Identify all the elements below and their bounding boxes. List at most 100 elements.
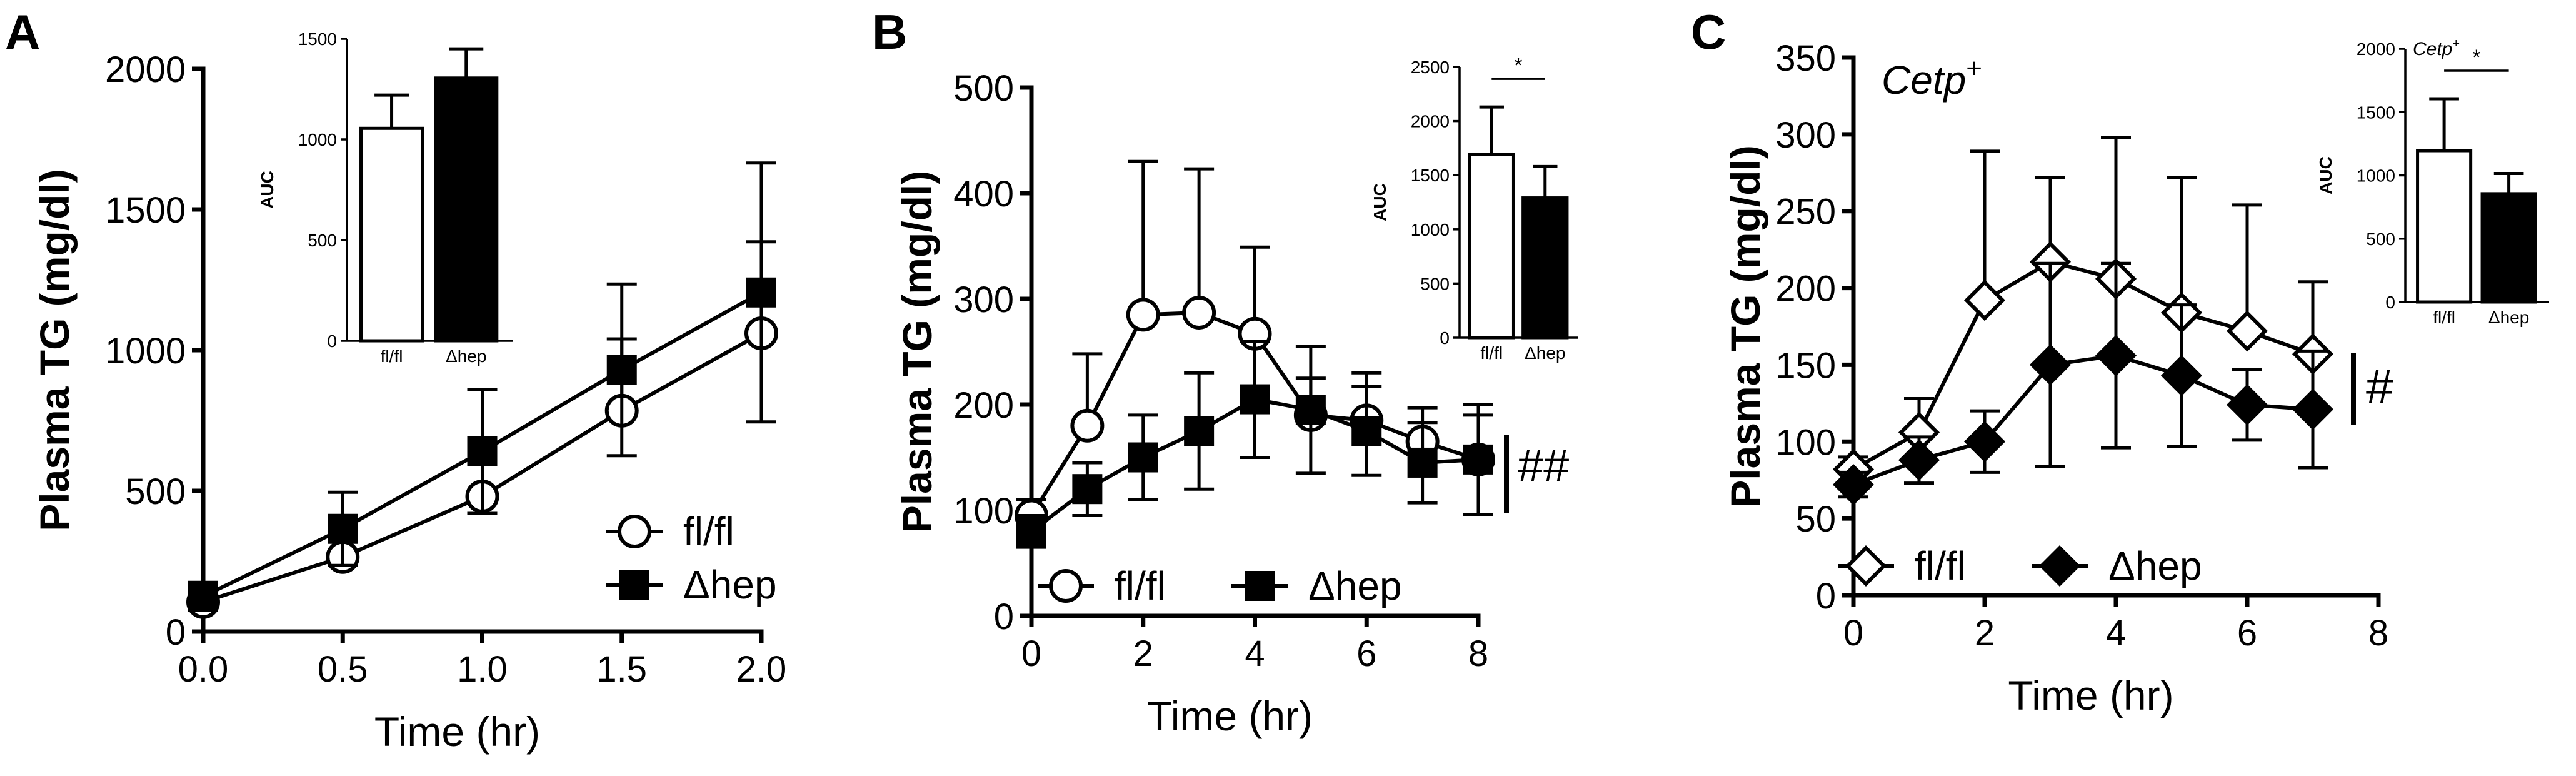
inset-y-label: AUC bbox=[258, 171, 277, 209]
inset-y-tick-label: 1500 bbox=[1411, 166, 1450, 185]
x-tick-label: 0 bbox=[1021, 633, 1041, 674]
x-tick-label: 2 bbox=[1975, 613, 1995, 653]
data-point bbox=[1351, 416, 1382, 446]
data-point bbox=[2226, 310, 2268, 352]
inset-y-tick-label: 0 bbox=[1440, 328, 1450, 348]
inset-bar bbox=[2416, 149, 2473, 304]
y-tick-label: 200 bbox=[1775, 269, 1836, 310]
x-tick-label: 2 bbox=[1133, 633, 1153, 674]
legend-marker bbox=[1245, 571, 1275, 601]
y-tick-label: 2000 bbox=[105, 49, 186, 90]
inset-y-tick-label: 1000 bbox=[2357, 166, 2395, 186]
y-tick-label: 300 bbox=[1775, 115, 1836, 156]
inset-category-label: fl/fl bbox=[1480, 343, 1503, 363]
x-axis-label: Time (hr) bbox=[374, 708, 540, 755]
inset-y-tick-label: 500 bbox=[2366, 229, 2395, 249]
inset-bar-chart: 0 500 1000 1500 AUC fl/fl Δhep bbox=[258, 29, 513, 366]
inset-y-tick-label: 2000 bbox=[1411, 112, 1450, 131]
legend-label: fl/fl bbox=[1915, 543, 1966, 588]
inset-title: Cetp+ bbox=[2413, 37, 2460, 59]
data-point bbox=[1898, 439, 1940, 481]
inset-bar-chart: 0 500 1000 1500 2000 2500 AUC fl/fl Δhep * bbox=[1370, 54, 1578, 363]
x-tick-label: 6 bbox=[1356, 633, 1376, 674]
inset-y-tick-label: 500 bbox=[308, 231, 337, 250]
legend-marker bbox=[2038, 545, 2081, 587]
data-point bbox=[606, 355, 637, 385]
inset-y-tick-label: 1500 bbox=[2357, 103, 2395, 122]
y-tick-label: 100 bbox=[953, 491, 1014, 532]
data-point bbox=[1184, 416, 1215, 446]
data-point bbox=[1963, 280, 2006, 321]
significance-annotation: ## bbox=[1518, 440, 1569, 491]
panel-subtitle: Cetp+ bbox=[1882, 53, 1982, 103]
y-tick-label: 250 bbox=[1775, 192, 1836, 233]
data-point bbox=[328, 513, 358, 544]
y-tick-label: 50 bbox=[1795, 499, 1836, 540]
y-tick-label: 1000 bbox=[105, 331, 186, 371]
x-tick-label: 8 bbox=[2368, 613, 2388, 653]
y-tick-label: 0 bbox=[994, 597, 1014, 637]
inset-bar bbox=[1468, 153, 1515, 340]
data-point bbox=[2095, 335, 2137, 376]
y-axis-label: Plasma TG (mg/dl) bbox=[31, 169, 78, 531]
x-axis-label: Time (hr) bbox=[1147, 693, 1313, 739]
inset-category-label: fl/fl bbox=[381, 346, 403, 366]
series-Δhep bbox=[1832, 261, 2334, 506]
x-tick-label: 2.0 bbox=[736, 649, 787, 690]
x-tick-label: 4 bbox=[2106, 613, 2126, 653]
series-fl/fl bbox=[1832, 136, 2334, 490]
x-tick-label: 8 bbox=[1468, 633, 1488, 674]
data-point bbox=[2226, 384, 2268, 426]
y-tick-label: 350 bbox=[1775, 38, 1836, 79]
y-tick-label: 200 bbox=[953, 385, 1014, 426]
inset-category-label: Δhep bbox=[1525, 343, 1565, 363]
legend-label: Δhep bbox=[683, 562, 777, 607]
y-tick-label: 500 bbox=[953, 68, 1014, 109]
inset-y-tick-label: 500 bbox=[1420, 274, 1450, 293]
inset-category-label: Δhep bbox=[2488, 308, 2529, 327]
x-tick-label: 0 bbox=[1843, 613, 1863, 653]
data-point bbox=[1295, 395, 1326, 425]
inset-category-label: Δhep bbox=[446, 346, 486, 366]
panel-letter: A bbox=[5, 4, 40, 59]
data-point bbox=[1963, 421, 2006, 463]
inset-significance-star: * bbox=[1514, 54, 1522, 78]
data-point bbox=[1128, 442, 1158, 473]
data-point bbox=[746, 277, 776, 308]
data-point bbox=[1832, 464, 1875, 506]
legend: fl/fl Δhep bbox=[606, 509, 777, 607]
data-point bbox=[2029, 344, 2072, 386]
legend-marker bbox=[619, 570, 649, 600]
inset-bar-chart: 0 500 1000 1500 2000 AUC fl/fl Δhep * Cetp+ bbox=[2316, 37, 2549, 327]
legend-label: fl/fl bbox=[683, 509, 734, 554]
inset-y-tick-label: 0 bbox=[2385, 293, 2395, 312]
legend: fl/fl Δhep bbox=[1038, 563, 1402, 608]
data-point bbox=[188, 581, 218, 612]
x-tick-label: 0.0 bbox=[178, 649, 229, 690]
y-axis-label: Plasma TG (mg/dl) bbox=[1722, 145, 1768, 507]
data-point bbox=[1070, 408, 1105, 443]
x-tick-label: 6 bbox=[2237, 613, 2257, 653]
panel-letter: B bbox=[872, 4, 907, 59]
data-point bbox=[1240, 384, 1270, 415]
panel-B: B 0 100 200 300 400 500 0 2 4 6 8 Time (hr) Plasma TG… bbox=[872, 4, 1578, 739]
data-point bbox=[1463, 444, 1493, 475]
data-point bbox=[1016, 516, 1046, 547]
y-tick-label: 300 bbox=[953, 280, 1014, 320]
inset-y-tick-label: 1000 bbox=[298, 130, 337, 149]
inset-bar bbox=[2480, 192, 2537, 304]
inset-significance-star: * bbox=[2472, 46, 2480, 69]
inset-bar bbox=[1521, 196, 1569, 340]
inset-y-tick-label: 1000 bbox=[1411, 220, 1450, 239]
data-point bbox=[1072, 474, 1103, 505]
significance-annotation: # bbox=[2366, 359, 2393, 414]
data-point bbox=[2160, 355, 2203, 396]
y-tick-label: 150 bbox=[1775, 345, 1836, 386]
legend-marker bbox=[618, 515, 651, 548]
series-Δhep bbox=[188, 161, 776, 612]
legend-marker bbox=[1845, 545, 1887, 587]
data-point bbox=[1126, 298, 1160, 332]
data-point bbox=[467, 436, 498, 466]
y-tick-label: 400 bbox=[953, 174, 1014, 214]
